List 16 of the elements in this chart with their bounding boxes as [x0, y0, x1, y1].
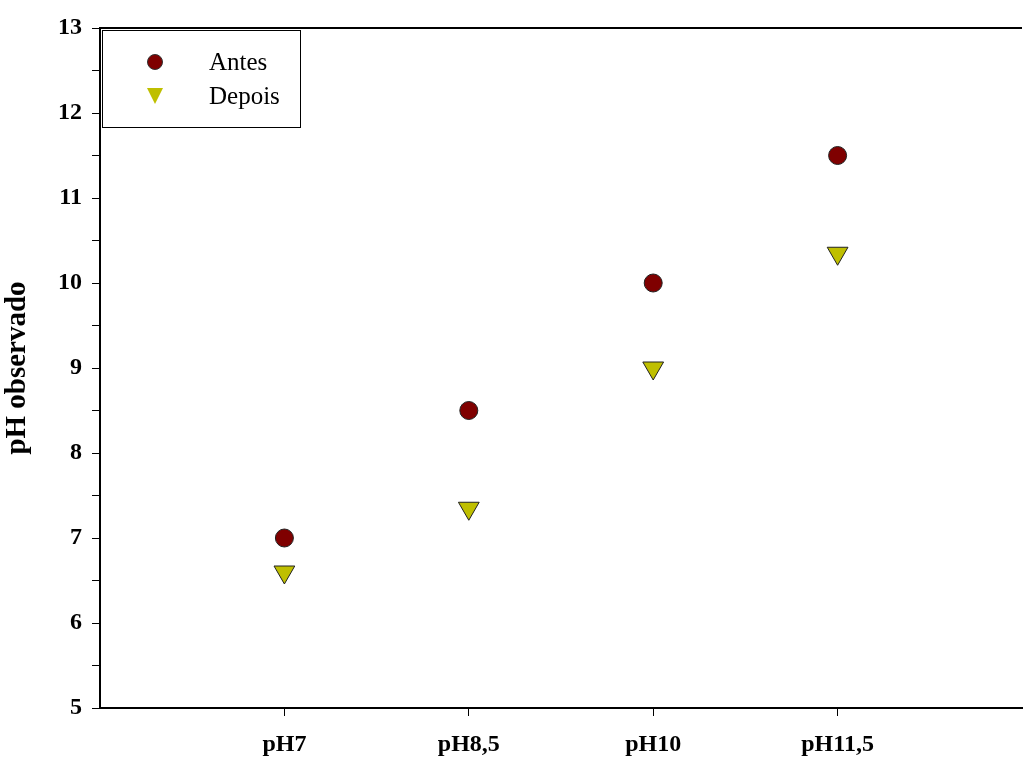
y-tick-label: 10 [58, 268, 82, 295]
legend-label: Depois [209, 82, 280, 110]
y-tick-label: 6 [70, 608, 82, 635]
y-axis-title: pH observado [0, 281, 31, 455]
x-tick-label: pH8,5 [437, 729, 500, 756]
y-tick-label: 11 [59, 183, 82, 210]
y-tick-label: 5 [70, 693, 82, 720]
y-tick-label: 13 [58, 13, 82, 40]
x-tick-label: pH11,5 [801, 729, 874, 756]
y-tick-label: 8 [70, 438, 82, 465]
legend-label: Antes [209, 48, 268, 76]
y-tick-label: 7 [70, 523, 82, 550]
x-tick-label: pH10 [625, 729, 682, 756]
y-tick-label: 12 [58, 98, 82, 125]
y-tick-label: 9 [70, 353, 82, 380]
x-tick-label: pH7 [262, 729, 307, 756]
